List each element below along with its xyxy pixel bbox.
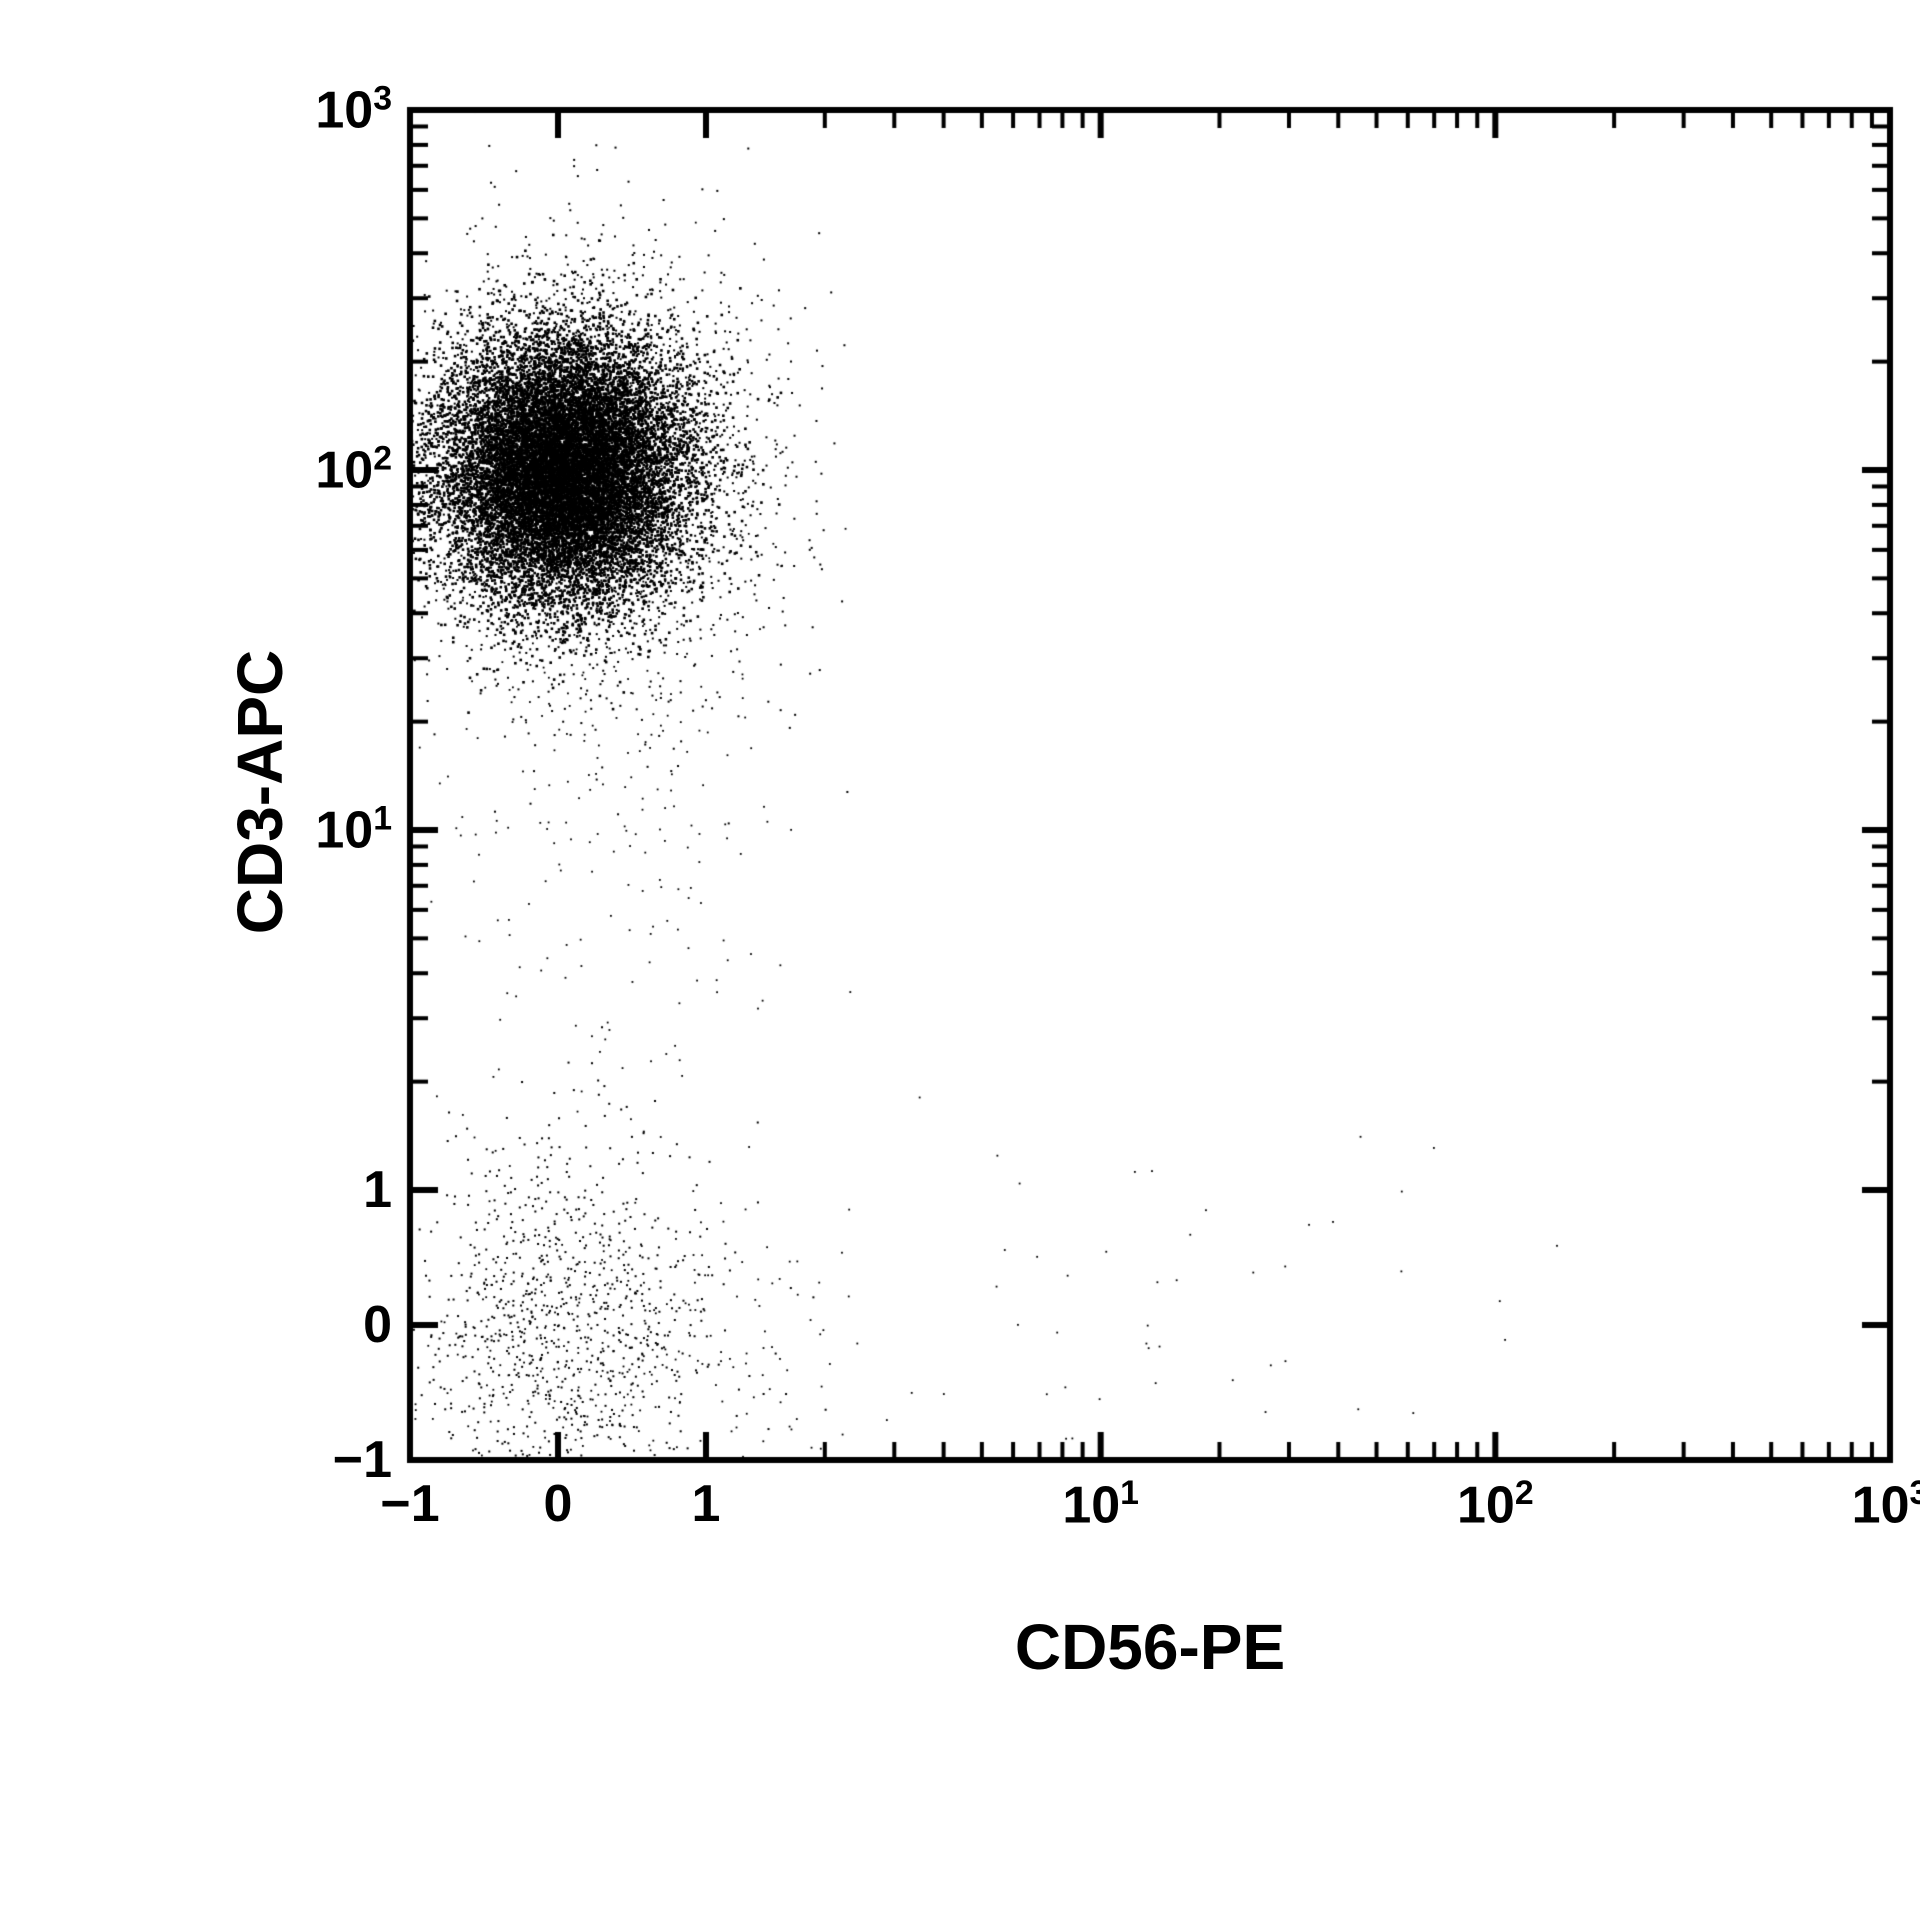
tick-label: 0	[363, 1295, 392, 1355]
x-axis-label: CD56-PE	[950, 1610, 1350, 1684]
y-axis-label: CD3-APC	[223, 642, 297, 942]
chart-container: CD3-APC CD56-PE −101101102103−1011011021…	[0, 0, 1920, 1920]
tick-label: 1	[363, 1160, 392, 1220]
tick-label: 101	[1062, 1474, 1139, 1535]
tick-label: −1	[333, 1430, 392, 1490]
tick-label: 1	[692, 1474, 721, 1534]
tick-label: 102	[1457, 1474, 1534, 1535]
tick-label: 103	[315, 79, 392, 140]
tick-label: 103	[1852, 1474, 1920, 1535]
tick-label: 102	[315, 439, 392, 500]
tick-label: 0	[544, 1474, 573, 1534]
tick-label: 101	[315, 799, 392, 860]
